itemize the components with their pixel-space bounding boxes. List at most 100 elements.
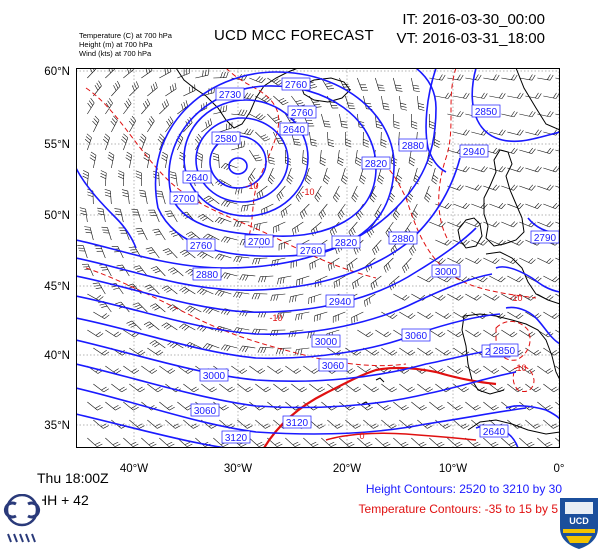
wind-barb (483, 401, 499, 411)
wind-barb (201, 383, 217, 393)
wind-barb (328, 257, 340, 271)
wind-barb (309, 131, 318, 147)
wind-barb (267, 167, 275, 185)
wind-barb (435, 92, 452, 99)
wind-barb (525, 129, 542, 136)
wind-barb (183, 419, 199, 429)
wind-barb (489, 275, 506, 283)
height-label: 2820 (335, 238, 358, 249)
wind-barb (105, 365, 122, 374)
wind-barb (375, 329, 392, 338)
height-label: 2850 (475, 107, 498, 118)
wind-barb (333, 275, 346, 289)
wind-barb (489, 202, 506, 209)
wind-barb (519, 147, 536, 154)
wind-barb (429, 401, 445, 411)
wind-barb (100, 170, 107, 187)
wind-barb (465, 257, 482, 264)
warm-contour (263, 366, 497, 448)
wind-barb (129, 383, 145, 393)
wind-barb (359, 167, 367, 185)
wind-barb (149, 340, 166, 349)
wind-barb (453, 92, 470, 99)
wind-barb (104, 188, 112, 205)
wind-barb (555, 113, 560, 116)
wind-barb (214, 289, 232, 297)
wind-barb (251, 293, 268, 300)
wind-barb (133, 265, 148, 277)
wind-barb (304, 167, 312, 185)
wind-barb (337, 149, 344, 167)
lon-label-30w: 30°W (223, 463, 253, 475)
wind-barb (148, 209, 160, 223)
wind-barb (507, 275, 524, 283)
wind-barb (276, 347, 292, 355)
wind-barb (543, 92, 560, 99)
wind-barb (537, 147, 554, 154)
wind-barb (295, 185, 304, 202)
wind-barb (273, 221, 286, 234)
wind-barb (519, 329, 536, 338)
height-label: 3060 (405, 331, 428, 342)
wind-barb (537, 221, 554, 228)
wind-barb (292, 221, 304, 236)
wind-barb (337, 203, 346, 220)
wind-barb (249, 365, 266, 374)
height-label: 2760 (285, 80, 308, 91)
wind-barb (519, 365, 536, 374)
wind-barb (447, 74, 464, 81)
height-contours (76, 68, 560, 448)
wind-barb (185, 231, 202, 241)
wind-barb (483, 257, 500, 264)
coast-ireland (457, 217, 483, 249)
wind-barb (429, 74, 446, 81)
wind-barb (273, 95, 289, 106)
wind-barb (357, 329, 374, 338)
wind-barb (132, 302, 148, 313)
wind-barb (333, 185, 341, 203)
height-contours-note: Height Contours: 2520 to 3210 by 30 (365, 482, 562, 496)
wind-barb (87, 293, 104, 301)
wind-barb (453, 202, 470, 209)
wind-barb (424, 185, 432, 203)
wind-barb (507, 92, 524, 99)
wind-barb (381, 311, 398, 319)
wind-barb (483, 365, 500, 374)
wind-barb (537, 111, 554, 118)
wind-barb (92, 115, 100, 133)
wind-barb (128, 115, 137, 133)
wind-barb (161, 322, 178, 331)
wind-barb (417, 347, 434, 356)
wind-barb (393, 293, 410, 301)
wind-barb (123, 401, 139, 411)
height-label: 3000 (435, 267, 458, 278)
wind-barb (453, 383, 469, 393)
wind-barb (179, 323, 196, 331)
wind-barb (433, 131, 441, 148)
wind-barb (135, 228, 148, 241)
wind-barb (203, 195, 220, 205)
wind-barb (447, 111, 464, 118)
wind-barb (212, 152, 220, 169)
height-label: 2760 (300, 246, 323, 257)
temp-label: -10 (301, 187, 314, 197)
mcc-logo (2, 494, 42, 544)
wind-barb (435, 202, 452, 209)
time-block: IT: 2016-03-30_00:00 VT: 2016-03-31_18:0… (388, 10, 545, 48)
wind-barb (219, 122, 233, 133)
map-frame (76, 68, 560, 448)
wind-barb (543, 347, 560, 356)
wind-barb (417, 311, 434, 319)
wind-barb (483, 221, 500, 228)
wind-barb (143, 321, 160, 331)
lat-label-45: 45°N (44, 281, 70, 293)
wind-barb (201, 118, 213, 133)
wind-barb (89, 151, 97, 169)
wind-barb (543, 202, 560, 209)
wind-barb (435, 311, 452, 319)
wind-barb (197, 251, 214, 259)
wind-barb (555, 437, 560, 443)
wind-barb (177, 68, 190, 79)
wind-barb (555, 329, 560, 334)
wind-barb (286, 167, 294, 185)
